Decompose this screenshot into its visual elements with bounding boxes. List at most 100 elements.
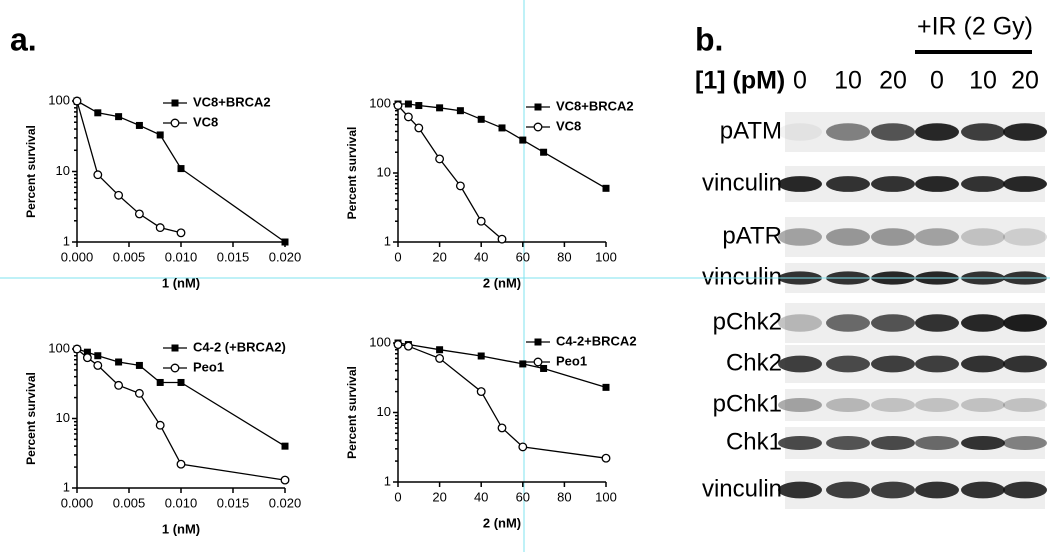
x-tick-label: 0.000 bbox=[61, 495, 94, 510]
y-axis-label: Percent survival bbox=[345, 366, 359, 459]
band bbox=[961, 435, 1005, 451]
dose-label: [1] (pM) bbox=[695, 67, 785, 95]
marker bbox=[393, 101, 403, 110]
legend-label: VC8 bbox=[556, 118, 581, 133]
lane-label: 20 bbox=[1011, 67, 1039, 95]
marker bbox=[497, 234, 507, 244]
y-tick-label: 1 bbox=[63, 233, 70, 248]
marker bbox=[455, 181, 465, 191]
marker bbox=[477, 115, 485, 123]
row-label: pChk2 bbox=[713, 308, 782, 335]
marker bbox=[94, 109, 102, 117]
x-tick-label: 60 bbox=[516, 249, 530, 264]
marker bbox=[414, 123, 424, 133]
band bbox=[871, 355, 915, 373]
blot-header: +IR (2 Gy) bbox=[917, 13, 1033, 41]
legend-marker bbox=[171, 344, 179, 352]
band bbox=[826, 435, 870, 451]
marker bbox=[114, 190, 124, 200]
marker bbox=[281, 442, 289, 450]
band bbox=[915, 228, 959, 246]
band bbox=[871, 314, 915, 332]
series-line bbox=[76, 348, 286, 447]
band bbox=[778, 397, 822, 413]
band bbox=[778, 176, 822, 192]
marker bbox=[93, 170, 103, 180]
y-axis-label: Percent survival bbox=[24, 372, 38, 465]
row-label: vinculin bbox=[702, 475, 782, 502]
marker bbox=[518, 442, 528, 452]
marker bbox=[280, 475, 290, 485]
legend-label: VC8 bbox=[193, 114, 218, 129]
marker bbox=[93, 360, 103, 370]
marker bbox=[435, 154, 445, 164]
band bbox=[778, 355, 822, 373]
row-label: pATR bbox=[722, 222, 782, 249]
legend-label: C4-2+BRCA2 bbox=[556, 333, 637, 348]
marker bbox=[404, 100, 412, 108]
marker bbox=[115, 358, 123, 366]
x-tick-label: 80 bbox=[557, 249, 571, 264]
blot-strip bbox=[785, 217, 1045, 257]
band bbox=[1003, 355, 1047, 373]
legend-label: VC8+BRCA2 bbox=[556, 98, 634, 113]
band bbox=[871, 435, 915, 451]
y-tick-label: 1 bbox=[384, 473, 391, 488]
x-tick-label: 60 bbox=[516, 489, 530, 504]
panel-label: b. bbox=[695, 21, 723, 57]
legend-marker bbox=[534, 103, 542, 111]
band bbox=[1003, 176, 1047, 192]
lane-label: 0 bbox=[793, 67, 807, 95]
lane-label: 10 bbox=[834, 67, 862, 95]
y-tick-label: 10 bbox=[56, 410, 70, 425]
marker bbox=[94, 352, 102, 360]
x-tick-label: 40 bbox=[474, 489, 488, 504]
marker bbox=[403, 341, 413, 351]
band bbox=[778, 481, 822, 499]
band bbox=[961, 355, 1005, 373]
marker bbox=[498, 124, 506, 132]
marker bbox=[134, 209, 144, 219]
x-tick-label: 0.000 bbox=[61, 249, 94, 264]
marker bbox=[436, 104, 444, 112]
marker bbox=[176, 459, 186, 469]
band bbox=[826, 123, 870, 141]
band bbox=[871, 481, 915, 499]
band bbox=[961, 123, 1005, 141]
marker bbox=[393, 340, 403, 349]
marker bbox=[134, 388, 144, 398]
y-tick-label: 1 bbox=[63, 479, 70, 494]
row-label: Chk1 bbox=[726, 428, 782, 455]
band bbox=[915, 481, 959, 499]
row-label: vinculin bbox=[702, 169, 782, 196]
x-tick-label: 20 bbox=[432, 489, 446, 504]
band bbox=[961, 228, 1005, 246]
marker bbox=[436, 346, 444, 354]
band bbox=[961, 481, 1005, 499]
band bbox=[778, 314, 822, 332]
marker bbox=[476, 216, 486, 226]
band bbox=[1003, 314, 1047, 332]
marker bbox=[415, 102, 423, 110]
legend-marker bbox=[533, 122, 543, 132]
x-tick-label: 0.015 bbox=[217, 249, 250, 264]
marker bbox=[177, 165, 185, 173]
x-tick-label: 0 bbox=[394, 249, 401, 264]
marker bbox=[115, 113, 123, 121]
band bbox=[915, 435, 959, 451]
x-tick-label: 100 bbox=[595, 249, 617, 264]
x-tick-label: 80 bbox=[557, 489, 571, 504]
legend-marker bbox=[170, 118, 180, 128]
band bbox=[1003, 123, 1047, 141]
x-tick-label: 0.010 bbox=[165, 495, 198, 510]
marker bbox=[519, 360, 527, 368]
y-axis-label: Percent survival bbox=[345, 127, 359, 220]
series-line bbox=[398, 103, 607, 189]
band bbox=[961, 397, 1005, 413]
band bbox=[1003, 435, 1047, 451]
marker bbox=[540, 148, 548, 156]
band bbox=[826, 355, 870, 373]
band bbox=[826, 314, 870, 332]
band bbox=[915, 397, 959, 413]
band bbox=[871, 397, 915, 413]
